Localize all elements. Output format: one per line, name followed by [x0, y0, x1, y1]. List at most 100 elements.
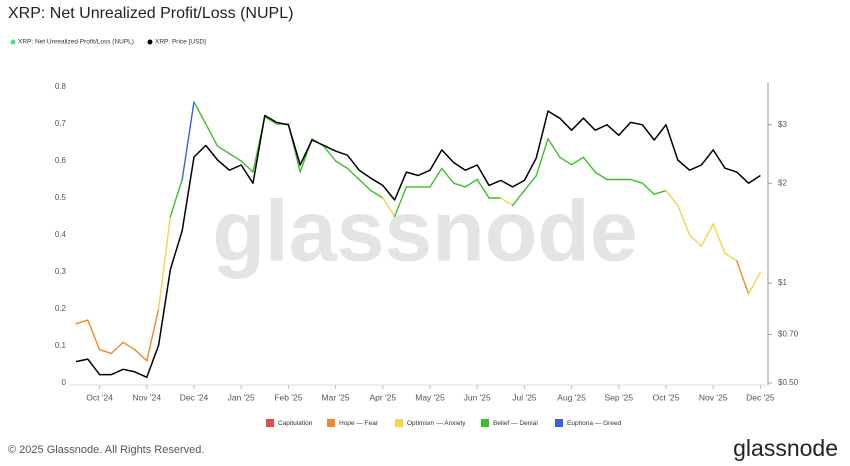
nupl-segment [594, 171, 608, 181]
nupl-segment [535, 138, 549, 177]
logo: glassnode [733, 435, 838, 461]
legend-item[interactable]: Capitulation [266, 419, 313, 427]
nupl-segment [264, 115, 278, 125]
y2-tick-label: $2 [778, 178, 787, 187]
legend-swatch [266, 419, 274, 427]
footer: © 2025 Glassnode. All Rights Reserved. [8, 444, 204, 456]
y2-tick-label: $3 [778, 120, 787, 129]
nupl-segment [677, 204, 691, 236]
nupl-segment [382, 197, 396, 218]
x-tick-label: Jun '25 [464, 392, 491, 402]
nupl-segment [358, 178, 372, 192]
legend-label[interactable]: XRP: Net Unrealized Profit/Loss (NUPL) [18, 39, 134, 46]
nupl-segment [441, 167, 455, 184]
legend-item[interactable]: Optimism — Anxiety [395, 419, 466, 427]
x-tick-label: Apr '25 [369, 392, 396, 402]
x-tick-label: Feb '25 [274, 392, 302, 402]
nupl-segment [700, 223, 714, 247]
nupl-segment [75, 319, 89, 325]
x-tick-label: Dec '25 [746, 392, 775, 402]
nupl-segment [511, 189, 526, 207]
nupl-segment [87, 319, 101, 351]
legend-swatch [555, 419, 563, 427]
nupl-segment [464, 178, 478, 188]
y-tick-label: 0.4 [55, 230, 67, 239]
legend-dot [10, 39, 16, 45]
nupl-segment [429, 167, 443, 188]
x-tick-label: May '25 [415, 392, 445, 402]
nupl-segment [736, 260, 750, 295]
nupl-segment [665, 189, 679, 207]
nupl-segment [582, 156, 596, 173]
x-tick-label: Aug '25 [557, 392, 586, 402]
nupl-segment [523, 175, 537, 192]
nupl-segment [240, 160, 254, 173]
nupl-segment [653, 189, 667, 196]
nupl-segment [110, 341, 124, 355]
y-tick-label: 0.2 [55, 304, 67, 313]
nupl-segment [629, 178, 644, 184]
y-tick-label: 0.7 [55, 119, 67, 128]
legend-item[interactable]: Euphoria — Greed [555, 419, 622, 427]
y-tick-label: 0.6 [55, 156, 67, 165]
legend-label: Euphoria — Greed [567, 420, 622, 427]
y2-tick-label: $0.50 [778, 378, 799, 387]
x-tick-label: Sep '25 [605, 392, 634, 402]
y2-tick-label: $1 [778, 278, 787, 287]
x-tick-label: Jan '25 [228, 392, 255, 402]
watermark: glassnode [212, 184, 637, 280]
nupl-segment [393, 186, 408, 218]
nupl-segment [346, 167, 360, 181]
nupl-segment [559, 156, 573, 166]
nupl-segment [724, 252, 738, 262]
legend-label[interactable]: XRP: Price [USD] [155, 39, 206, 46]
nupl-segment [228, 152, 242, 162]
x-tick-label: Nov '25 [699, 392, 728, 402]
y2-tick-label: $0.70 [778, 330, 799, 339]
nupl-segment [122, 341, 136, 351]
y-tick-label: 0.1 [55, 341, 67, 350]
nupl-segment [370, 189, 384, 199]
nupl-segment [181, 101, 195, 181]
legend-swatch [395, 419, 403, 427]
nupl-segment [193, 101, 207, 125]
nupl-segment [452, 182, 467, 188]
legend-label: Optimism — Anxiety [407, 420, 466, 427]
legend-label: Belief — Denial [493, 420, 538, 427]
nupl-segment [500, 197, 514, 207]
nupl-segment [205, 123, 219, 147]
legend-item[interactable]: Hope — Fear [327, 419, 379, 427]
nupl-segment [98, 349, 113, 355]
x-tick-label: Nov '24 [133, 392, 162, 402]
nupl-segment [134, 349, 148, 362]
legend-label: Capitulation [278, 420, 313, 427]
nupl-segment [216, 145, 231, 155]
nupl-segment [323, 145, 337, 162]
legend-label: Hope — Fear [339, 420, 379, 427]
nupl-segment [146, 308, 160, 362]
nupl-segment [547, 138, 561, 159]
nupl-segment [334, 160, 349, 170]
y-tick-label: 0.3 [55, 267, 67, 276]
nupl-segment [570, 156, 585, 166]
nupl-segment [747, 271, 762, 295]
y-tick-label: 0 [62, 378, 67, 387]
nupl-segment [688, 234, 703, 247]
nupl-segment [641, 182, 655, 196]
x-tick-label: Mar '25 [322, 392, 350, 402]
nupl-segment [712, 223, 726, 255]
legend-swatch [327, 419, 335, 427]
price-line [75, 110, 761, 379]
legend-item[interactable]: Belief — Denial [481, 419, 538, 427]
x-tick-label: Oct '24 [86, 392, 113, 402]
x-tick-label: Jul '25 [512, 392, 537, 402]
nupl-segment [157, 215, 172, 310]
chart-title: XRP: Net Unrealized Profit/Loss (NUPL) [8, 5, 293, 22]
legend-dot [147, 39, 153, 45]
y-tick-label: 0.5 [55, 193, 67, 202]
legend-swatch [481, 419, 489, 427]
x-tick-label: Oct '25 [653, 392, 680, 402]
x-tick-label: Dec '24 [180, 392, 209, 402]
nupl-segment [476, 178, 490, 199]
